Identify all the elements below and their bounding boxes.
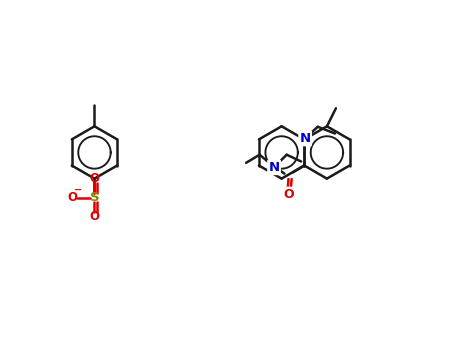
- Text: O: O: [283, 188, 294, 201]
- Text: −: −: [74, 184, 82, 195]
- Text: O: O: [90, 210, 100, 223]
- Text: N: N: [268, 161, 280, 174]
- Text: O: O: [67, 191, 77, 204]
- Text: O: O: [90, 172, 100, 185]
- Text: N: N: [299, 132, 311, 145]
- Text: S: S: [90, 191, 99, 204]
